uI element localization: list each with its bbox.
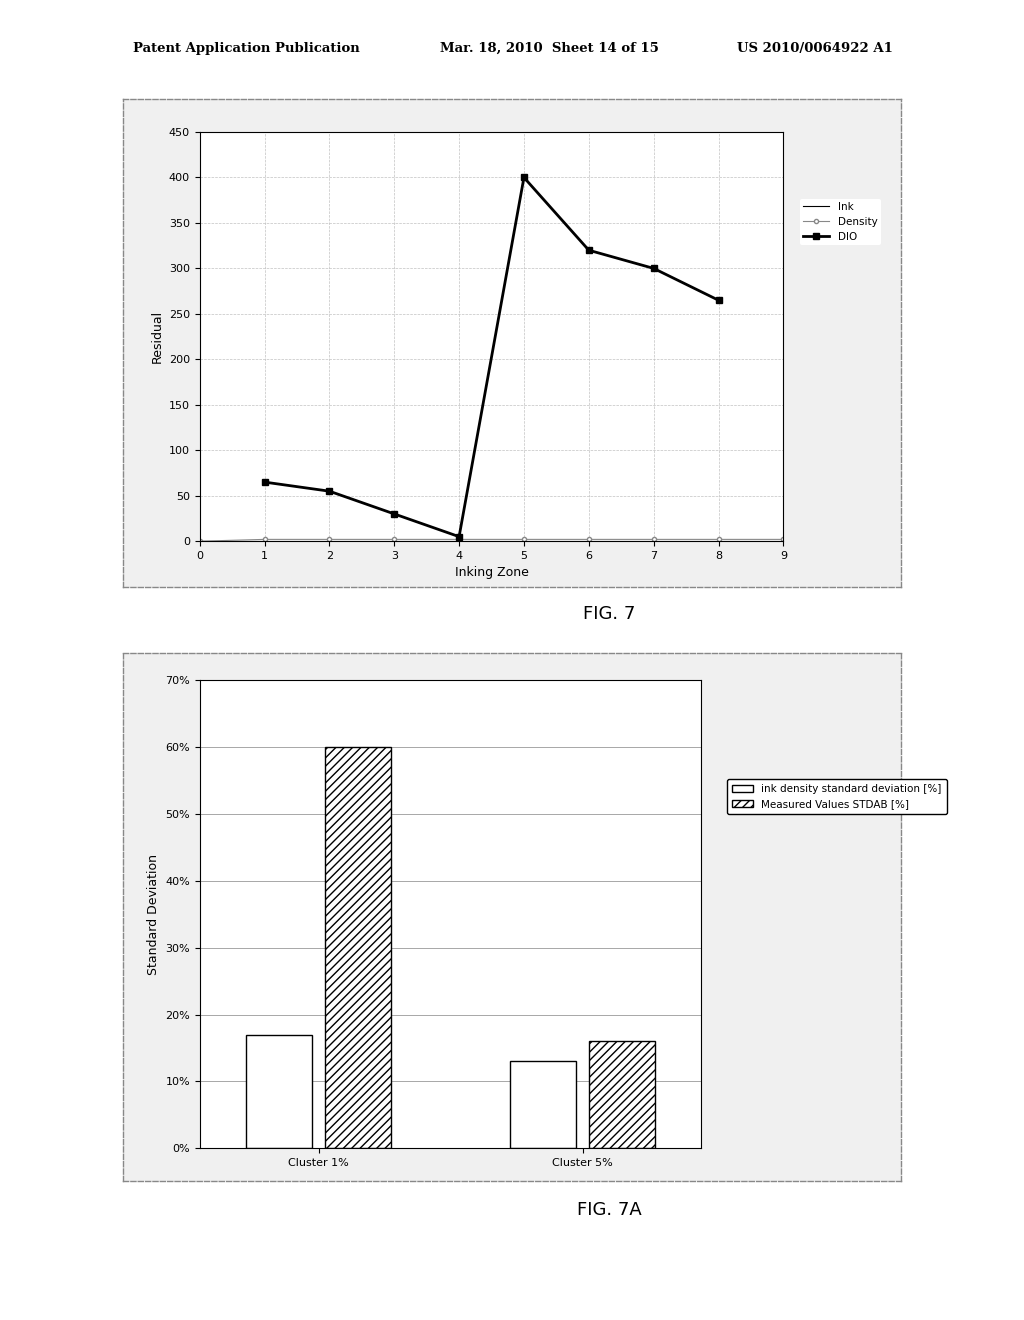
Text: FIG. 7: FIG. 7 — [583, 605, 636, 623]
Text: US 2010/0064922 A1: US 2010/0064922 A1 — [737, 42, 893, 55]
Bar — [510, 1061, 575, 1148]
Y-axis label: Residual: Residual — [151, 310, 163, 363]
X-axis label: Inking Zone: Inking Zone — [455, 566, 528, 579]
Text: Mar. 18, 2010  Sheet 14 of 15: Mar. 18, 2010 Sheet 14 of 15 — [440, 42, 659, 55]
Legend: ink density standard deviation [%], Measured Values STDAB [%]: ink density standard deviation [%], Meas… — [727, 779, 946, 814]
Text: FIG. 7A: FIG. 7A — [577, 1201, 642, 1220]
Y-axis label: Standard Deviation: Standard Deviation — [146, 854, 160, 974]
Bar — [326, 747, 391, 1148]
Legend: Ink, Density, DIO: Ink, Density, DIO — [800, 198, 881, 246]
Text: Patent Application Publication: Patent Application Publication — [133, 42, 359, 55]
Bar — [246, 1035, 312, 1148]
Bar — [589, 1041, 655, 1148]
